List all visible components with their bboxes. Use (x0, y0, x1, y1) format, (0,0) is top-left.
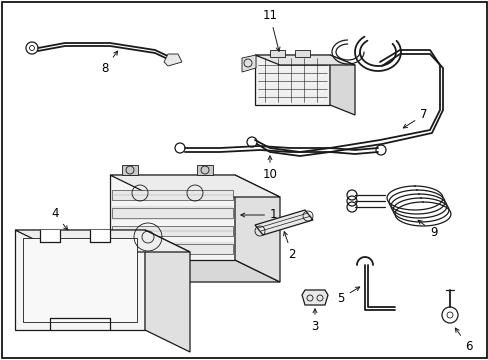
Polygon shape (112, 208, 232, 218)
Polygon shape (23, 238, 137, 322)
Polygon shape (329, 55, 354, 115)
Polygon shape (254, 55, 329, 105)
Polygon shape (235, 175, 280, 282)
Polygon shape (242, 55, 256, 72)
Text: 5: 5 (337, 287, 359, 305)
Polygon shape (294, 50, 309, 57)
Polygon shape (112, 226, 232, 236)
Polygon shape (110, 175, 280, 197)
Text: 4: 4 (51, 207, 67, 230)
Text: 3: 3 (311, 309, 318, 333)
Text: 7: 7 (403, 108, 427, 128)
Polygon shape (163, 54, 182, 66)
Polygon shape (15, 230, 190, 252)
Polygon shape (302, 290, 327, 305)
Polygon shape (122, 165, 138, 175)
Polygon shape (254, 55, 354, 65)
Text: 11: 11 (262, 9, 280, 51)
Text: 8: 8 (101, 51, 118, 75)
Text: 1: 1 (241, 208, 277, 221)
Polygon shape (112, 244, 232, 254)
Polygon shape (40, 230, 60, 242)
Polygon shape (197, 165, 213, 175)
Polygon shape (269, 50, 285, 57)
Polygon shape (110, 260, 280, 282)
Polygon shape (254, 210, 312, 235)
Polygon shape (112, 190, 232, 200)
Polygon shape (90, 230, 110, 242)
Text: 10: 10 (262, 156, 277, 181)
Polygon shape (145, 230, 190, 352)
Polygon shape (110, 175, 235, 260)
Text: 2: 2 (283, 232, 295, 261)
Text: 9: 9 (417, 220, 437, 238)
Text: 6: 6 (454, 328, 471, 353)
Polygon shape (15, 230, 145, 330)
